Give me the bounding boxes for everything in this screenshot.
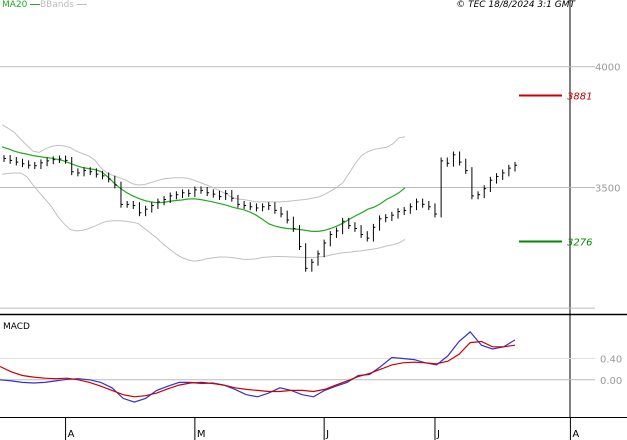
legend-bbands-swatch <box>76 4 87 5</box>
bbands-lower-line <box>1 172 406 262</box>
legend-bbands-label: BBands <box>40 0 74 10</box>
legend-ma20: MA20 <box>2 0 41 10</box>
ma20-line <box>1 146 406 232</box>
x-tick-label: M <box>197 429 206 440</box>
price-tick-label: 4000 <box>595 63 620 74</box>
macd-tick-label: 0.40 <box>600 355 622 366</box>
macd-tick-label: 0.00 <box>600 376 622 387</box>
bbands-upper-line <box>1 124 406 203</box>
macd-signal-line <box>0 340 516 398</box>
macd-line <box>0 331 516 403</box>
macd-title: MACD <box>3 322 30 332</box>
copyright-stamp: © TEC 18/8/2024 3:1 GMT <box>456 0 575 10</box>
price-level-label: 3276 <box>567 238 592 249</box>
legend-bbands: BBands <box>40 0 87 10</box>
legend-ma20-swatch <box>30 4 41 5</box>
x-tick-label: A <box>572 429 579 440</box>
x-tick-label: J <box>436 429 440 440</box>
legend-ma20-label: MA20 <box>2 0 28 10</box>
price-tick-label: 3500 <box>595 183 620 194</box>
x-tick-label: J <box>325 429 329 440</box>
price-level-label: 3881 <box>567 91 592 102</box>
x-tick-label: A <box>68 429 75 440</box>
